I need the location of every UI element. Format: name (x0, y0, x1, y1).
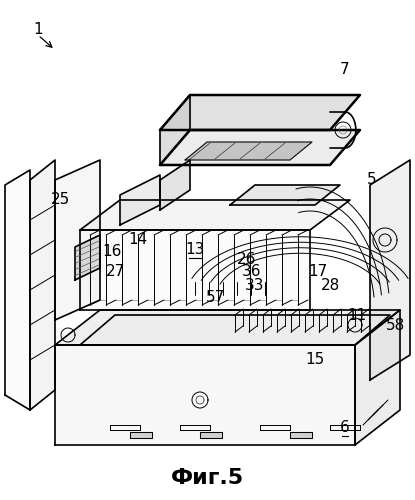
Polygon shape (75, 235, 100, 280)
Text: 58: 58 (386, 318, 405, 332)
Text: 28: 28 (320, 278, 339, 292)
Polygon shape (120, 175, 160, 225)
Text: 26: 26 (237, 252, 257, 268)
Text: Фиг.5: Фиг.5 (171, 468, 244, 488)
Polygon shape (30, 160, 55, 410)
Polygon shape (130, 432, 152, 438)
Text: 16: 16 (103, 244, 122, 260)
Text: 17: 17 (308, 264, 327, 280)
Text: 6: 6 (340, 420, 350, 436)
Polygon shape (290, 432, 312, 438)
Polygon shape (80, 230, 310, 310)
Polygon shape (55, 345, 355, 445)
Text: 14: 14 (128, 232, 148, 248)
Text: 27: 27 (105, 264, 124, 280)
Polygon shape (230, 185, 340, 205)
Text: 36: 36 (242, 264, 262, 280)
Text: 13: 13 (186, 242, 205, 258)
Polygon shape (160, 160, 190, 210)
Text: 5: 5 (367, 172, 377, 188)
Text: 11: 11 (347, 308, 366, 322)
Polygon shape (80, 200, 350, 230)
Polygon shape (200, 432, 222, 438)
Polygon shape (5, 170, 30, 410)
Polygon shape (55, 160, 100, 320)
Text: 1: 1 (33, 22, 43, 38)
Polygon shape (370, 160, 410, 380)
Polygon shape (160, 95, 190, 165)
Polygon shape (55, 310, 400, 345)
Text: 25: 25 (50, 192, 70, 208)
Text: 57: 57 (205, 290, 225, 306)
Polygon shape (160, 95, 360, 130)
Text: 15: 15 (305, 352, 325, 368)
Polygon shape (355, 310, 400, 445)
Polygon shape (160, 130, 360, 165)
Text: 33: 33 (245, 278, 265, 292)
Text: 7: 7 (340, 62, 350, 78)
Polygon shape (185, 142, 312, 160)
Polygon shape (80, 315, 390, 345)
